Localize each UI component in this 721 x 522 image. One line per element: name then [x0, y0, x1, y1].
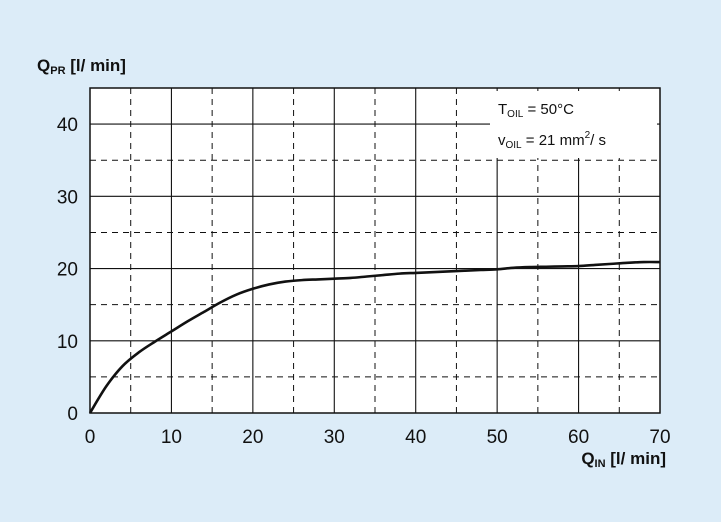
annotation-viscosity-rest: = 21 mm [522, 132, 585, 149]
annotation-viscosity-after: / s [590, 132, 606, 149]
annotation-viscosity: vOIL = 21 mm2/ s [498, 130, 606, 151]
y-tick-label: 10 [57, 332, 78, 353]
grid [90, 88, 660, 413]
annotation-temperature-rest: = 50°C [523, 101, 574, 118]
x-tick-label: 70 [649, 427, 670, 448]
y-axis-title-sub: PR [50, 65, 65, 77]
y-tick-label: 40 [57, 115, 78, 136]
x-tick-label: 40 [405, 427, 426, 448]
x-axis-title-sub: IN [595, 458, 606, 470]
annotation-viscosity-main: v [498, 132, 506, 149]
plot-frame [89, 87, 661, 414]
annotation-viscosity-sub: OIL [506, 140, 523, 151]
x-tick-label: 0 [85, 427, 96, 448]
x-axis-title-main: Q [581, 449, 594, 468]
x-tick-label: 20 [242, 427, 263, 448]
series-line [88, 260, 661, 414]
y-tick-label: 30 [57, 187, 78, 208]
annotation-box [490, 91, 657, 158]
x-tick-label: 30 [324, 427, 345, 448]
y-axis-title-rest: [l/ min] [66, 56, 126, 75]
annotation-viscosity-sup: 2 [585, 130, 591, 141]
annotation-temperature-sub: OIL [507, 109, 524, 120]
y-tick-label: 0 [67, 404, 78, 425]
tick-labels: 0 10 20 30 40 50 60 70 0 10 20 30 40 [57, 115, 671, 448]
y-tick-label: 20 [57, 260, 78, 281]
y-axis-title: QPR [l/ min] [37, 56, 126, 77]
x-axis-title: QIN [l/ min] [581, 449, 666, 470]
x-tick-label: 10 [161, 427, 182, 448]
x-axis-title-rest: [l/ min] [606, 449, 666, 468]
x-tick-label: 60 [568, 427, 589, 448]
annotation-temperature-main: T [498, 101, 507, 118]
annotation-temperature: TOIL = 50°C [498, 101, 574, 120]
y-axis-title-main: Q [37, 56, 50, 75]
x-tick-label: 50 [487, 427, 508, 448]
